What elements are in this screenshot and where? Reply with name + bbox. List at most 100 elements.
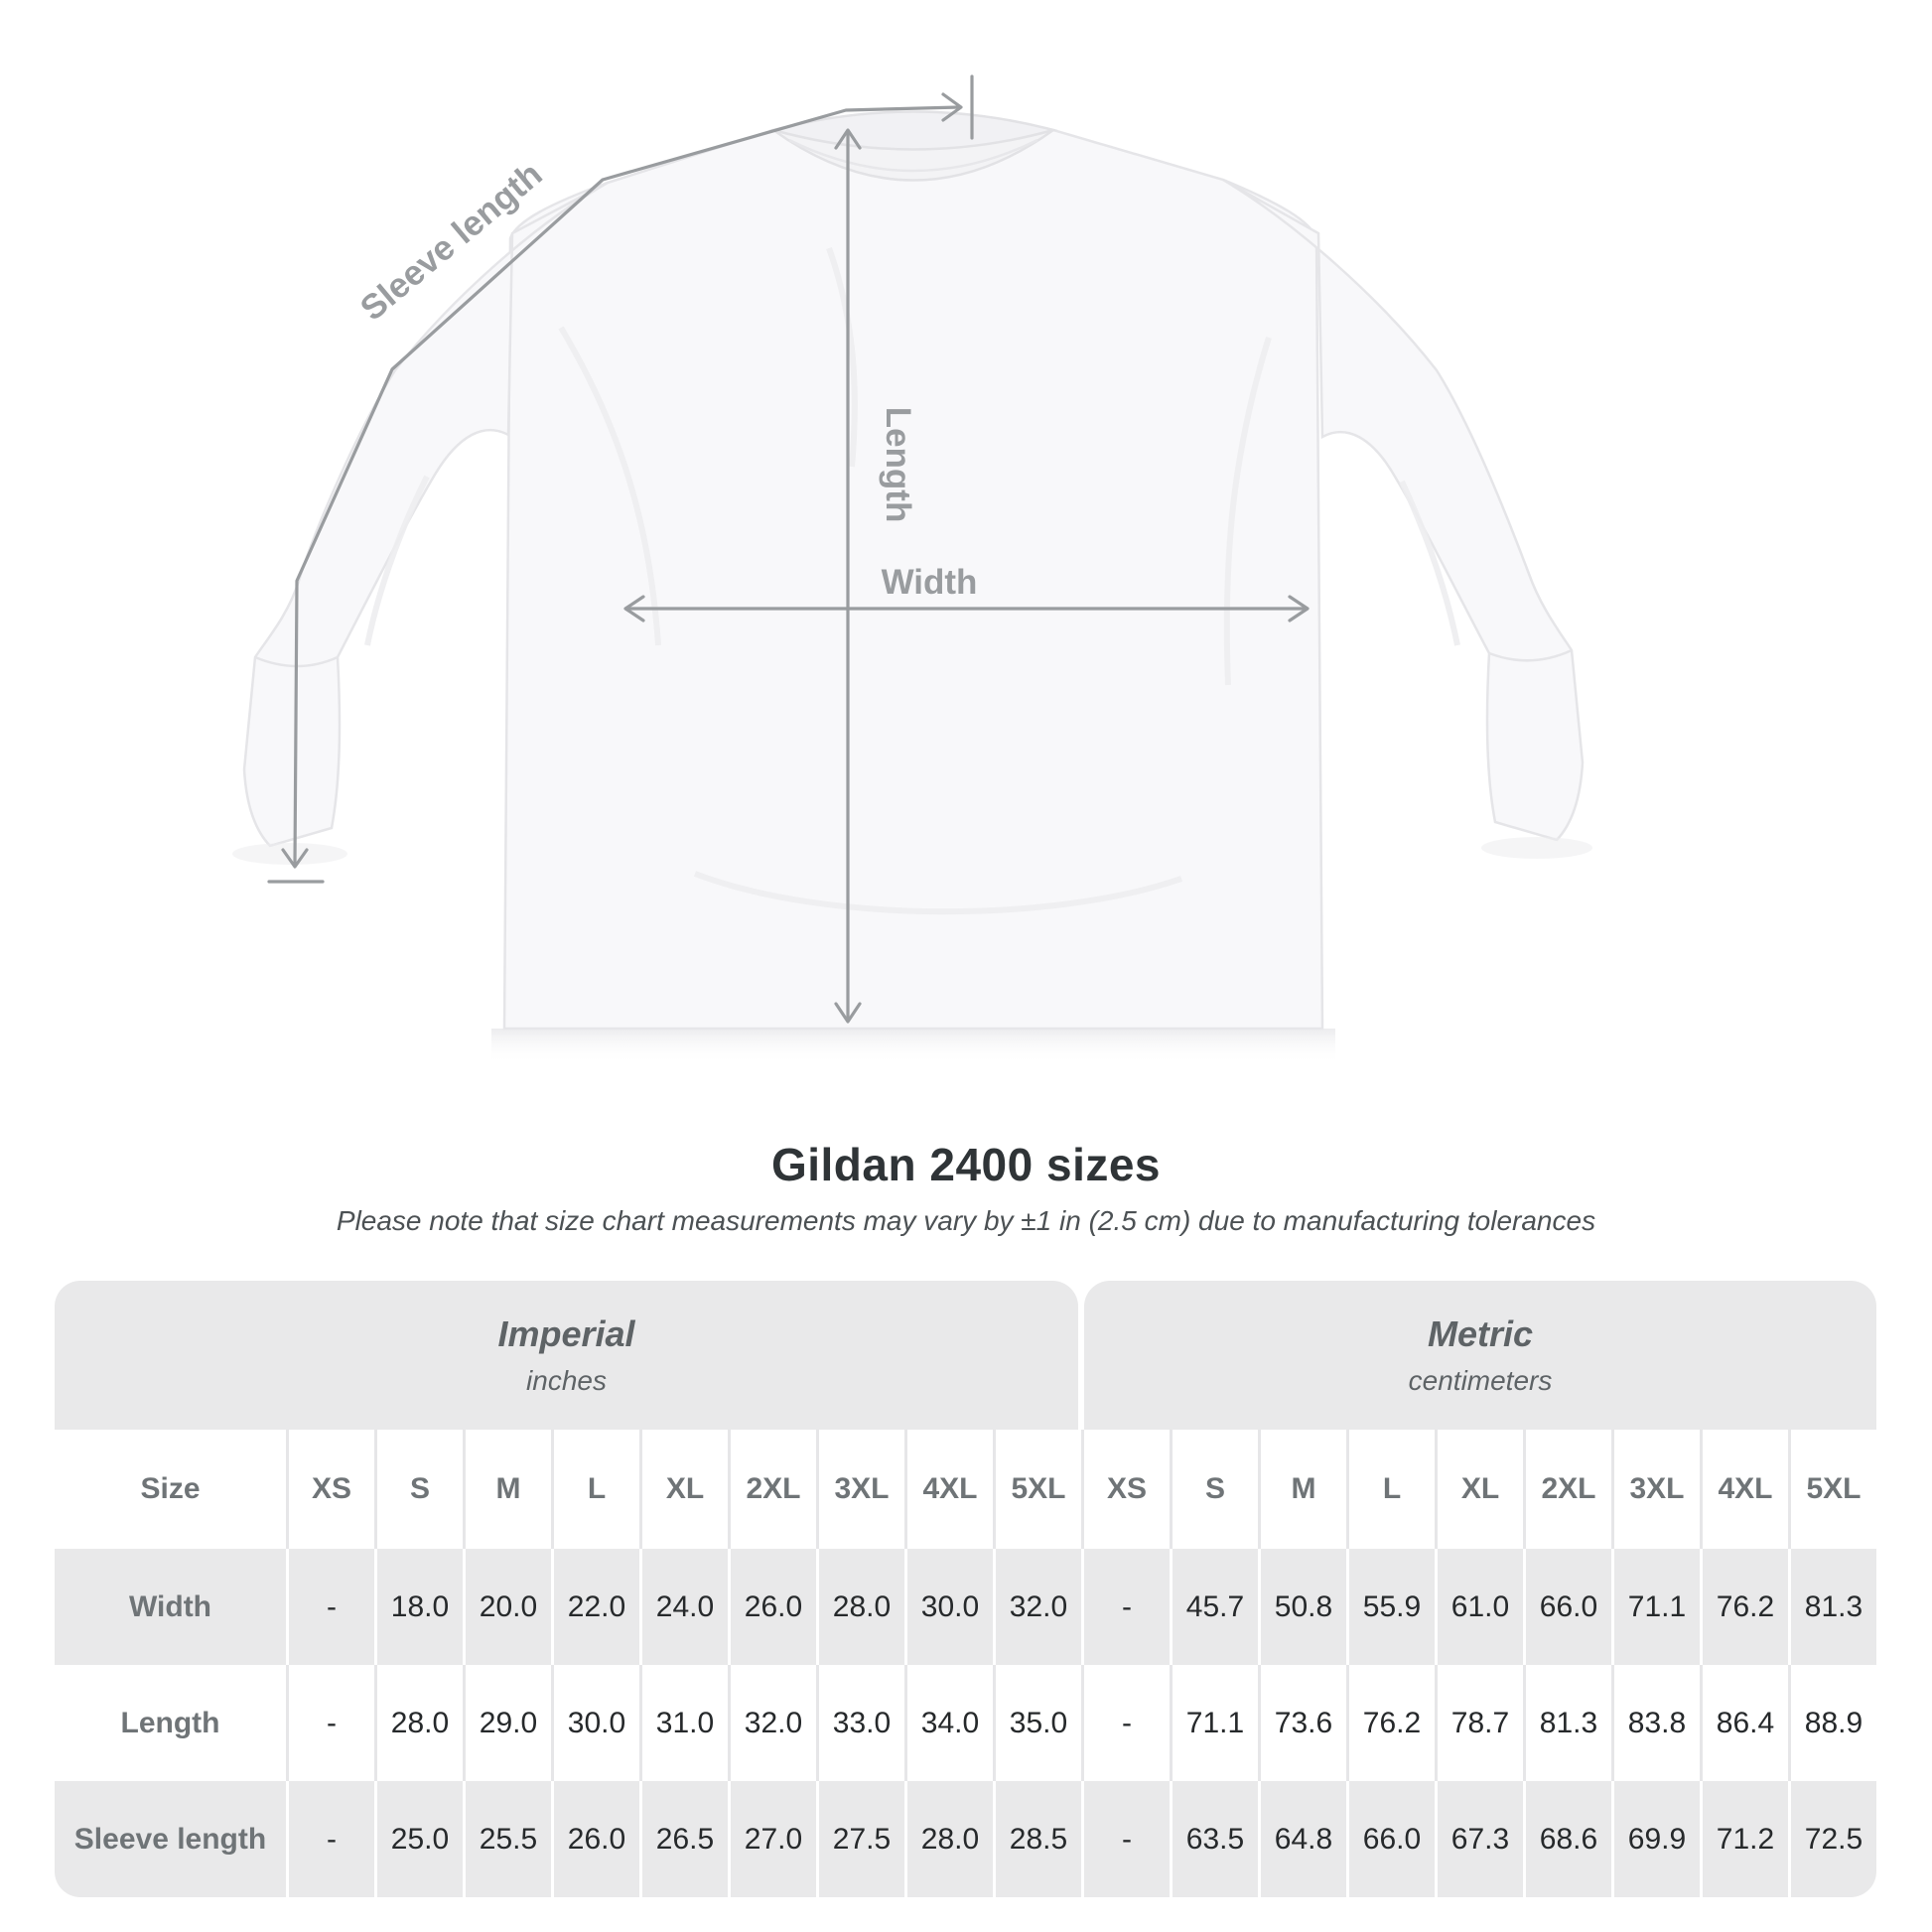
size-header-imperial-xs: XS [286,1430,374,1549]
length-metric-5xl: 88.9 [1788,1665,1876,1781]
hem-shadow [491,1029,1335,1064]
width-imperial-5xl: 32.0 [993,1549,1081,1665]
length-imperial-s: 28.0 [374,1665,463,1781]
size-header-metric-m: M [1258,1430,1346,1549]
size-header-imperial-s: S [374,1430,463,1549]
sleeve-imperial-xl: 26.5 [639,1781,728,1897]
length-metric-s: 71.1 [1170,1665,1258,1781]
size-header-imperial-4xl: 4XL [904,1430,993,1549]
chart-tolerance-note: Please note that size chart measurements… [336,1205,1596,1236]
width-metric-xs: - [1081,1549,1170,1665]
width-metric-5xl: 81.3 [1788,1549,1876,1665]
sleeve-metric-xs: - [1081,1781,1170,1897]
metric-unit: centimeters [1408,1365,1553,1396]
left-sleeve-fold [364,475,430,646]
sleeve-metric-4xl: 71.2 [1700,1781,1788,1897]
shirt-measurement-diagram: Sleeve length Length Width [232,74,1592,1064]
width-metric-2xl: 66.0 [1523,1549,1611,1665]
length-metric-xs: - [1081,1665,1170,1781]
length-imperial-5xl: 35.0 [993,1665,1081,1781]
length-metric-l: 76.2 [1346,1665,1435,1781]
length-imperial-xl: 31.0 [639,1665,728,1781]
table-row-length: Length - 28.0 29.0 30.0 31.0 32.0 33.0 3… [55,1665,1876,1781]
sleeve-metric-3xl: 69.9 [1611,1781,1700,1897]
sleeve-imperial-xs: - [286,1781,374,1897]
width-metric-m: 50.8 [1258,1549,1346,1665]
chart-title: Gildan 2400 sizes [770,1139,1162,1190]
width-metric-3xl: 71.1 [1611,1549,1700,1665]
length-metric-3xl: 83.8 [1611,1665,1700,1781]
sleeve-imperial-5xl: 28.5 [993,1781,1081,1897]
size-header-imperial-l: L [551,1430,639,1549]
metric-heading: Metric [1427,1313,1534,1354]
sleeve-metric-m: 64.8 [1258,1781,1346,1897]
size-header-metric-l: L [1346,1430,1435,1549]
width-label: Width [882,563,978,602]
size-header-row: Size XS S M L XL 2XL 3XL 4XL 5XL XS S M … [55,1430,1876,1549]
sleeve-metric-l: 66.0 [1346,1781,1435,1897]
length-imperial-2xl: 32.0 [728,1665,816,1781]
unit-card-metric: Metric centimeters [1084,1281,1876,1430]
length-imperial-m: 29.0 [463,1665,551,1781]
right-cuff-seam [1488,648,1573,662]
row-label: Length [55,1665,286,1781]
size-header-imperial-2xl: 2XL [728,1430,816,1549]
size-header-metric-xs: XS [1081,1430,1170,1549]
collar-front-outer [772,128,1054,182]
size-header-imperial-xl: XL [639,1430,728,1549]
sleeve-imperial-3xl: 27.5 [816,1781,904,1897]
collar-front-inner [788,138,1038,173]
width-imperial-2xl: 26.0 [728,1549,816,1665]
width-metric-4xl: 76.2 [1700,1549,1788,1665]
length-imperial-xs: - [286,1665,374,1781]
size-header-imperial-3xl: 3XL [816,1430,904,1549]
sleeve-imperial-s: 25.0 [374,1781,463,1897]
unit-card-imperial: Imperial inches [55,1281,1078,1430]
size-header-metric-2xl: 2XL [1523,1430,1611,1549]
width-imperial-4xl: 30.0 [904,1549,993,1665]
size-column-header: Size [55,1430,286,1549]
size-header-metric-3xl: 3XL [1611,1430,1700,1549]
sleeve-imperial-2xl: 27.0 [728,1781,816,1897]
fabric-folds [558,246,1272,915]
width-arrow [623,595,1310,622]
length-imperial-3xl: 33.0 [816,1665,904,1781]
width-metric-s: 45.7 [1170,1549,1258,1665]
sleeve-imperial-4xl: 28.0 [904,1781,993,1897]
length-metric-m: 73.6 [1258,1665,1346,1781]
length-imperial-l: 30.0 [551,1665,639,1781]
left-cuff-shadow [232,843,347,865]
imperial-unit: inches [526,1365,607,1396]
right-cuff-shadow [1481,837,1592,859]
width-imperial-3xl: 28.0 [816,1549,904,1665]
sleeve-imperial-l: 26.0 [551,1781,639,1897]
row-label: Sleeve length [55,1781,286,1897]
size-header-metric-s: S [1170,1430,1258,1549]
size-header-imperial-5xl: 5XL [993,1430,1081,1549]
sleeve-metric-2xl: 68.6 [1523,1781,1611,1897]
chart-title-block: Gildan 2400 sizes Please note that size … [0,1138,1932,1237]
imperial-heading: Imperial [497,1313,635,1354]
width-imperial-l: 22.0 [551,1549,639,1665]
right-sleeve-fold [1399,480,1460,646]
length-metric-xl: 78.7 [1435,1665,1523,1781]
sleeve-metric-s: 63.5 [1170,1781,1258,1897]
sleeve-metric-xl: 67.3 [1435,1781,1523,1897]
table-row-width: Width - 18.0 20.0 22.0 24.0 26.0 28.0 30… [55,1549,1876,1665]
length-metric-4xl: 86.4 [1700,1665,1788,1781]
length-label: Length [879,407,917,523]
left-sleeve [242,181,609,848]
width-imperial-xs: - [286,1549,374,1665]
width-imperial-xl: 24.0 [639,1549,728,1665]
length-imperial-4xl: 34.0 [904,1665,993,1781]
length-arrow [834,128,862,1024]
sleeve-length-arrow [267,74,974,884]
width-metric-l: 55.9 [1346,1549,1435,1665]
size-header-metric-4xl: 4XL [1700,1430,1788,1549]
sleeve-imperial-m: 25.5 [463,1781,551,1897]
long-sleeve-shirt-illustration [232,110,1592,1064]
width-imperial-m: 20.0 [463,1549,551,1665]
width-metric-xl: 61.0 [1435,1549,1523,1665]
unit-header-row: Imperial inches Metric centimeters [55,1281,1876,1430]
